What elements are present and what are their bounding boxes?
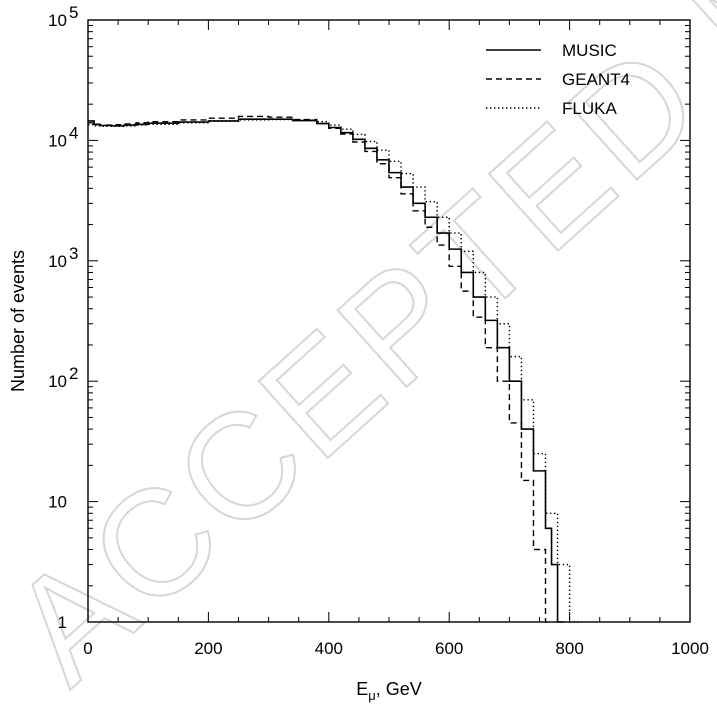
x-tick-label: 0 [83, 639, 92, 658]
legend-label-geant4: GEANT4 [562, 70, 630, 89]
x-axis-title-rest: , GeV [376, 679, 422, 699]
y-tick-label: 10 [48, 493, 67, 512]
y-tick-label-exponent: 5 [69, 3, 78, 22]
axis-ticks [87, 20, 691, 623]
y-tick-label: 10 [48, 131, 67, 150]
y-tick-label: 10 [48, 252, 67, 271]
x-tick-label: 200 [194, 639, 222, 658]
y-tick-label: 10 [48, 372, 67, 391]
x-axis-title-sub: μ [368, 688, 376, 703]
y-tick-label-exponent: 4 [69, 123, 78, 142]
x-axis-title-main: E [356, 679, 368, 699]
legend-label-fluka: FLUKA [562, 99, 617, 118]
y-tick-label-exponent: 3 [69, 244, 78, 263]
x-axis-title: Eμ, GeV [356, 679, 422, 703]
y-tick-label-exponent: 2 [69, 364, 78, 383]
legend-label-music: MUSIC [562, 41, 617, 60]
y-axis-title: Number of events [8, 250, 28, 392]
series-layer [88, 115, 582, 623]
x-tick-label: 600 [435, 639, 463, 658]
y-tick-label: 10 [48, 11, 67, 30]
x-tick-label: 800 [555, 639, 583, 658]
x-tick-labels: 0 200 400 600 800 1000 [83, 639, 709, 658]
y-tick-label: 1 [58, 613, 67, 632]
legend: MUSIC GEANT4 FLUKA [486, 41, 630, 118]
series-line-geant4 [88, 115, 552, 623]
x-tick-label: 1000 [671, 639, 709, 658]
x-tick-label: 400 [315, 639, 343, 658]
series-line-fluka [88, 118, 582, 623]
